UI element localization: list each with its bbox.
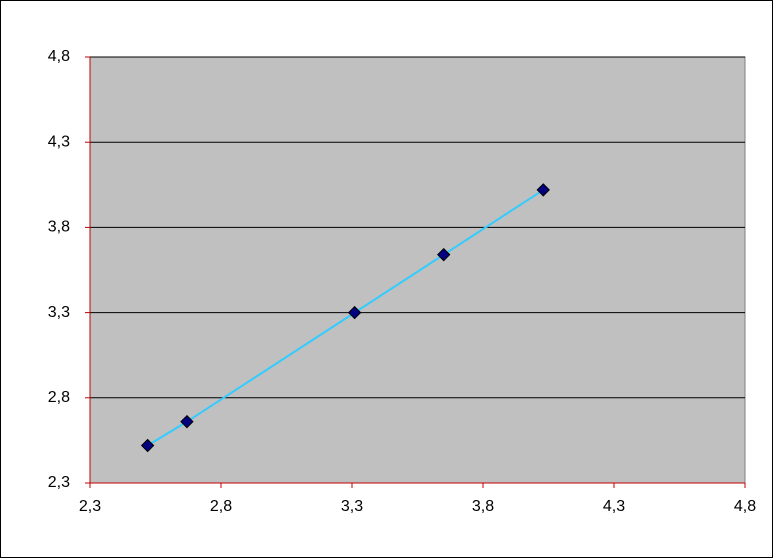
x-tick-label: 2,8 [210, 498, 232, 515]
y-tick-label: 2,8 [48, 389, 70, 406]
y-tick-label: 4,8 [48, 48, 70, 65]
y-tick-label: 3,3 [48, 304, 70, 321]
x-tick-label: 4,3 [603, 498, 625, 515]
page: 2,32,83,33,84,34,82,32,83,33,84,34,8 (()… [0, 0, 773, 558]
x-tick-label: 3,3 [341, 498, 363, 515]
y-tick-label: 2,3 [48, 474, 70, 491]
y-tick-label: 4,3 [48, 133, 70, 150]
x-tick-label: 2,3 [79, 498, 101, 515]
x-tick-label: 3,8 [472, 498, 494, 515]
y-tick-label: 3,8 [48, 219, 70, 236]
x-tick-label: 4,8 [734, 498, 756, 515]
chart: 2,3 2,8 3,3 3,8 4,3 4,8 2,3 2,8 3,3 3,8 4,3 4,8 [0, 0, 773, 558]
